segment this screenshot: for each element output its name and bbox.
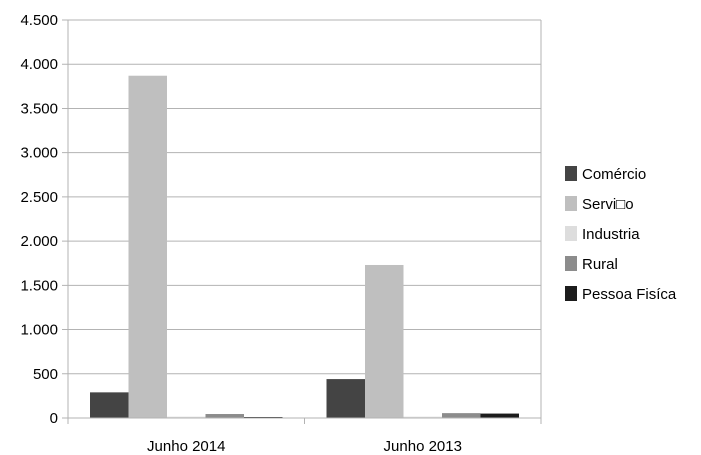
y-tick-label: 500 (33, 366, 58, 383)
y-tick-label: 4.000 (20, 56, 58, 73)
bar (365, 264, 404, 418)
bar (480, 413, 519, 418)
bar (128, 75, 167, 418)
legend-label: Industria (582, 226, 640, 243)
x-category-label: Junho 2014 (147, 438, 225, 455)
bars (90, 75, 519, 418)
y-tick-label: 2.500 (20, 189, 58, 206)
y-tick-label: 1.500 (20, 277, 58, 294)
legend: Comércio Servi□o Industria Rural Pessoa Fisí… (565, 166, 677, 303)
y-tick-label: 3.000 (20, 145, 58, 162)
y-tick-label: 3.500 (20, 100, 58, 117)
y-tick-label: 4.500 (20, 12, 58, 29)
y-tick-label: 2.000 (20, 233, 58, 250)
y-tick-label: 1.000 (20, 322, 58, 339)
legend-label: Pessoa Fisíca (582, 286, 677, 303)
x-axis-labels: Junho 2014 Junho 2013 (147, 438, 462, 455)
legend-label: Servi□o (582, 196, 634, 213)
bar (90, 392, 129, 418)
plot-frame (67, 20, 542, 424)
y-tick-label: 0 (50, 410, 58, 427)
x-category-label: Junho 2013 (384, 438, 462, 455)
bar (403, 416, 442, 418)
legend-swatch (565, 166, 577, 181)
legend-label: Rural (582, 256, 618, 273)
bar (205, 414, 244, 418)
bar (326, 379, 365, 418)
y-axis-ticks: 0 500 1.000 1.500 2.000 2.500 3.000 3.500 4.000 4… (20, 12, 58, 427)
legend-swatch (565, 196, 577, 211)
bar (167, 416, 206, 418)
bar (442, 413, 481, 418)
legend-swatch (565, 226, 577, 241)
legend-swatch (565, 256, 577, 271)
legend-label: Comércio (582, 166, 646, 183)
legend-swatch (565, 286, 577, 301)
